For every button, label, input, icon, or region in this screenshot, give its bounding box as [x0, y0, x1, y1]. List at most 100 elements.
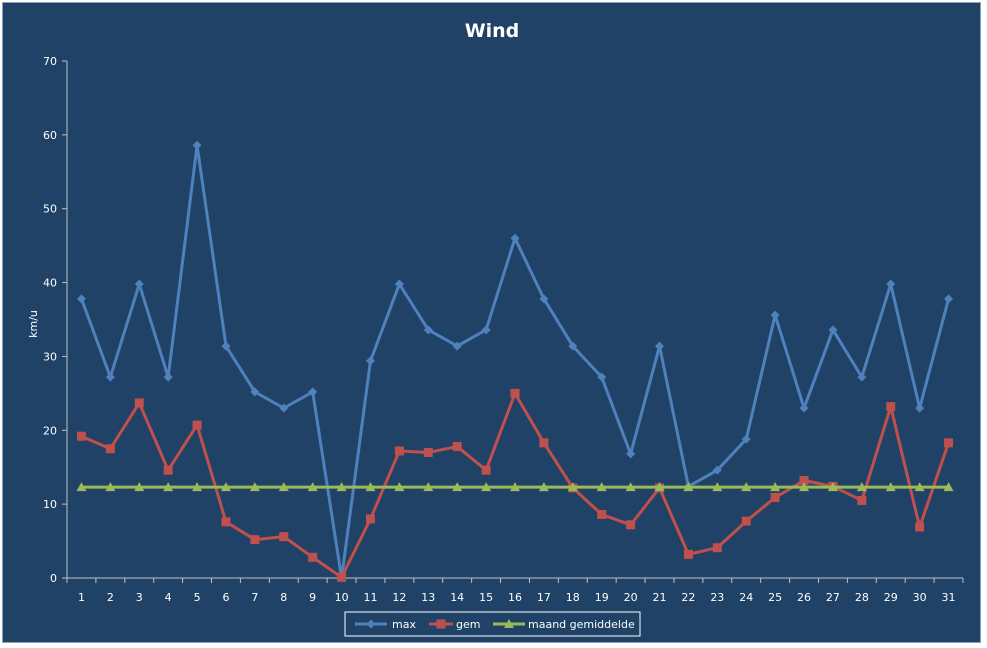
x-tick-label: 21: [653, 591, 667, 604]
legend-label: maand gemiddelde: [528, 618, 635, 631]
x-tick-label: 6: [222, 591, 229, 604]
data-point-max: [365, 356, 375, 366]
legend-label: max: [392, 618, 416, 631]
y-tick-label: 70: [43, 55, 57, 68]
data-point-gem: [712, 543, 722, 553]
data-point-gem: [944, 438, 954, 448]
data-point-maand-gemiddelde: [105, 482, 116, 492]
data-point-gem: [597, 509, 607, 519]
x-tick-label: 2: [107, 591, 114, 604]
data-point-maand-gemiddelde: [770, 482, 781, 492]
x-tick-label: 24: [739, 591, 753, 604]
legend-swatch-marker: [504, 619, 514, 628]
data-point-maand-gemiddelde: [163, 482, 174, 492]
x-tick-label: 31: [942, 591, 956, 604]
data-point-maand-gemiddelde: [827, 482, 838, 492]
x-tick-label: 13: [421, 591, 435, 604]
data-point-max: [394, 279, 404, 289]
data-point-maand-gemiddelde: [394, 482, 405, 492]
x-tick-label: 26: [797, 591, 811, 604]
x-tick-label: 28: [855, 591, 869, 604]
x-tick-label: 11: [363, 591, 377, 604]
y-tick-label: 10: [43, 498, 57, 511]
x-tick-label: 23: [710, 591, 724, 604]
data-point-gem: [394, 446, 404, 456]
data-point-maand-gemiddelde: [423, 482, 434, 492]
data-point-gem: [221, 517, 231, 527]
x-tick-label: 12: [392, 591, 406, 604]
data-point-max: [597, 372, 607, 382]
y-tick-label: 60: [43, 129, 57, 142]
y-tick-label: 0: [50, 572, 57, 585]
data-point-gem: [539, 438, 549, 448]
data-point-gem: [452, 442, 462, 452]
series-layer: [76, 140, 954, 583]
data-point-max: [481, 325, 491, 335]
data-point-maand-gemiddelde: [134, 482, 145, 492]
data-point-gem: [76, 431, 86, 441]
x-tick-label: 14: [450, 591, 464, 604]
data-point-maand-gemiddelde: [481, 482, 492, 492]
data-point-gem: [626, 520, 636, 530]
x-tick-label: 17: [537, 591, 551, 604]
data-point-maand-gemiddelde: [943, 482, 954, 492]
data-point-max: [192, 140, 202, 150]
data-point-max: [944, 294, 954, 304]
data-point-max: [76, 294, 86, 304]
data-point-maand-gemiddelde: [799, 482, 810, 492]
data-point-gem: [741, 516, 751, 526]
y-tick-label: 30: [43, 350, 57, 363]
data-point-maand-gemiddelde: [567, 482, 578, 492]
data-point-gem: [770, 492, 780, 502]
data-point-max: [712, 465, 722, 475]
x-tick-label: 10: [335, 591, 349, 604]
data-point-maand-gemiddelde: [220, 482, 231, 492]
data-point-maand-gemiddelde: [510, 482, 520, 492]
series-maand-gemiddelde: [76, 482, 954, 492]
x-tick-label: 25: [768, 591, 782, 604]
data-point-max: [568, 341, 578, 351]
data-point-max: [886, 279, 896, 289]
data-point-max: [915, 403, 925, 413]
x-tick-label: 4: [165, 591, 172, 604]
legend-label: gem: [456, 618, 480, 631]
y-tick-label: 20: [43, 424, 57, 437]
x-tick-label: 22: [681, 591, 695, 604]
data-point-maand-gemiddelde: [76, 482, 87, 492]
x-tick-label: 27: [826, 591, 840, 604]
data-point-gem: [134, 398, 144, 408]
data-point-max: [452, 341, 462, 351]
data-point-gem: [279, 532, 289, 542]
data-point-gem: [163, 465, 173, 475]
data-point-max: [770, 310, 780, 320]
data-point-maand-gemiddelde: [654, 482, 665, 492]
data-point-maand-gemiddelde: [856, 482, 867, 492]
data-point-gem: [510, 388, 520, 398]
data-point-gem: [423, 447, 433, 457]
data-point-max: [163, 372, 173, 382]
data-point-max: [221, 341, 231, 351]
x-tick-label: 9: [309, 591, 316, 604]
data-point-max: [857, 372, 867, 382]
data-point-maand-gemiddelde: [625, 482, 636, 492]
data-point-maand-gemiddelde: [885, 482, 896, 492]
data-point-maand-gemiddelde: [712, 482, 723, 492]
data-point-max: [828, 325, 838, 335]
legend: max gem maand gemiddelde: [344, 611, 641, 637]
data-point-gem: [857, 495, 867, 505]
data-point-maand-gemiddelde: [452, 482, 463, 492]
legend-box: [344, 611, 641, 637]
y-axis-label: km/u: [27, 310, 40, 338]
data-point-maand-gemiddelde: [914, 482, 925, 492]
data-point-gem: [915, 522, 925, 532]
x-tick-label: 15: [479, 591, 493, 604]
x-tick-label: 20: [624, 591, 638, 604]
x-tick-label: 8: [280, 591, 287, 604]
legend-swatch-marker: [366, 619, 376, 629]
data-point-max: [799, 403, 809, 413]
data-point-max: [308, 387, 318, 397]
data-point-gem: [481, 465, 491, 475]
data-point-gem: [337, 572, 347, 582]
x-tick-label: 5: [194, 591, 201, 604]
